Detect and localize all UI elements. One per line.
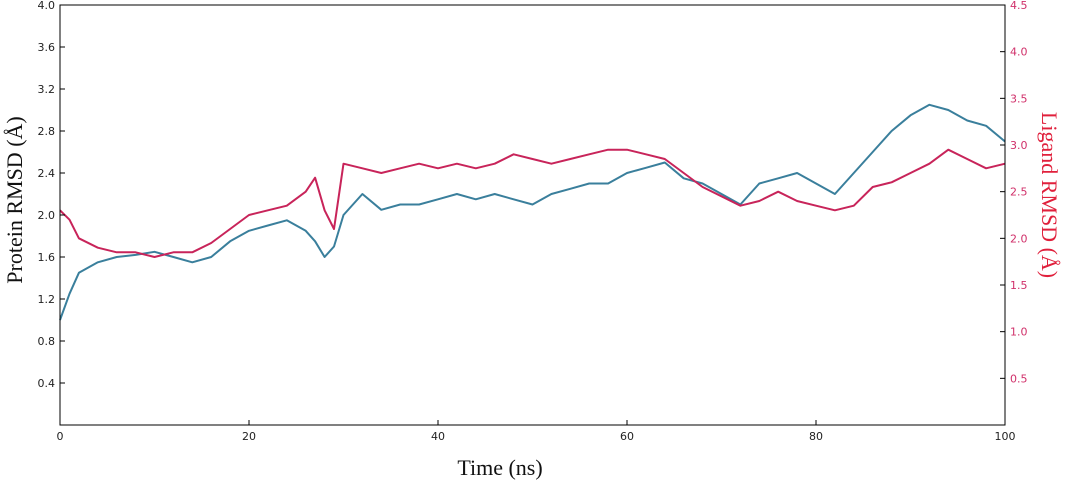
y-left-tick-label: 3.2 bbox=[38, 83, 56, 96]
left-y-axis-title: Protein RMSD (Å) bbox=[2, 116, 27, 283]
plot-frame bbox=[59, 4, 1006, 426]
y-right-tick-label: 1.5 bbox=[1010, 279, 1028, 292]
y-left-tick-label: 0.8 bbox=[38, 335, 56, 348]
x-tick-label: 80 bbox=[809, 430, 823, 443]
y-left-tick-label: 2.0 bbox=[38, 209, 56, 222]
x-tick-label: 40 bbox=[431, 430, 445, 443]
ligand-rmsd-line bbox=[59, 148, 1006, 258]
y-right-tick-label: 0.5 bbox=[1010, 372, 1028, 385]
y-left-tick-label: 1.6 bbox=[38, 251, 56, 264]
y-left-tick-label: 4.0 bbox=[38, 0, 56, 12]
y-right-tick-label: 4.0 bbox=[1010, 46, 1028, 59]
plot-lines bbox=[59, 103, 1006, 321]
y-left-tick-label: 3.6 bbox=[38, 41, 56, 54]
x-tick-label: 0 bbox=[57, 430, 64, 443]
y-right-tick-label: 3.5 bbox=[1010, 92, 1028, 105]
y-right-tick-label: 4.5 bbox=[1010, 0, 1028, 12]
y-right-tick-label: 3.0 bbox=[1010, 139, 1028, 152]
protein-rmsd-line bbox=[59, 103, 1006, 321]
x-axis: 0 20 40 60 80 100 bbox=[57, 420, 1016, 443]
x-tick-label: 20 bbox=[242, 430, 256, 443]
left-y-axis: 0.4 0.8 1.2 1.6 2.0 2.4 2.8 3.2 3.6 4.0 bbox=[38, 0, 65, 390]
y-right-tick-label: 1.0 bbox=[1010, 326, 1028, 339]
right-y-axis: 0.5 1.0 1.5 2.0 2.5 3.0 3.5 4.0 4.5 bbox=[1000, 0, 1028, 385]
y-right-tick-label: 2.5 bbox=[1010, 186, 1028, 199]
right-y-axis-title: Ligand RMSD (Å) bbox=[1037, 112, 1062, 278]
y-right-tick-label: 2.0 bbox=[1010, 232, 1028, 245]
x-tick-label: 100 bbox=[995, 430, 1016, 443]
y-left-tick-label: 0.4 bbox=[38, 377, 56, 390]
x-axis-title: Time (ns) bbox=[457, 455, 542, 480]
x-tick-label: 60 bbox=[620, 430, 634, 443]
y-left-tick-label: 2.8 bbox=[38, 125, 56, 138]
y-left-tick-label: 2.4 bbox=[38, 167, 56, 180]
y-left-tick-label: 1.2 bbox=[38, 293, 56, 306]
